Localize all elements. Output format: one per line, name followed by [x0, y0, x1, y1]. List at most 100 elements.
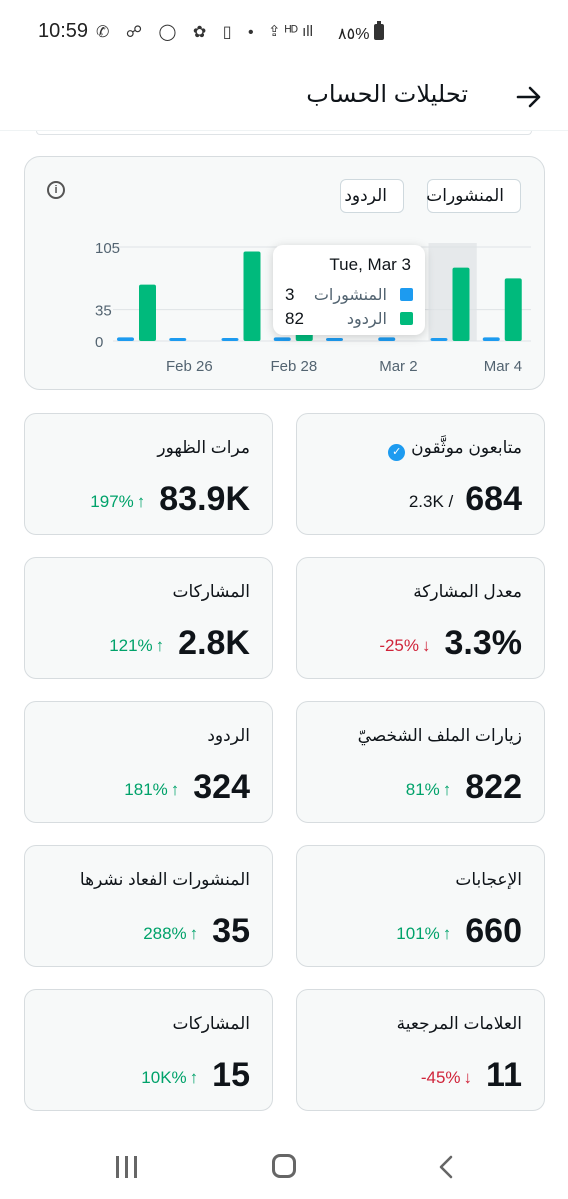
battery-icon	[374, 21, 384, 40]
tooltip-posts-value: 3	[285, 285, 295, 304]
arrow-down-icon: ↓	[422, 636, 431, 655]
stat-card[interactable]: متابعون موثَّقون✓ 684 2.3K /	[296, 413, 545, 535]
tooltip-row-posts: 3 المنشورات	[285, 283, 413, 305]
page-title: تحليلات الحساب	[306, 81, 468, 108]
status-bar: 10:59 ✆ ☍ ◯ ✿ ▯ • ⇪ ᴴᴰ ıll ٨٥%	[0, 0, 568, 66]
chart-tooltip: Tue, Mar 3 3 المنشورات 82 الردود	[273, 245, 425, 335]
bar-posts[interactable]	[430, 338, 448, 341]
stat-change: -45% ↓	[421, 1068, 472, 1088]
notification-icons: ✆ ☍ ◯ ✿ ▯ •	[96, 24, 260, 41]
bar-posts[interactable]	[378, 337, 396, 341]
arrow-up-icon: ↑	[189, 924, 199, 943]
stat-card[interactable]: الردود 324 181% ↑	[24, 701, 273, 823]
stat-change-value: 121%	[109, 636, 153, 655]
stat-change: 121% ↑	[109, 636, 164, 656]
stat-card[interactable]: مرات الظهور 83.9K 197% ↑	[24, 413, 273, 535]
bar-posts[interactable]	[326, 338, 343, 341]
back-icon[interactable]	[434, 1154, 460, 1180]
stat-change: -25% ↓	[379, 636, 430, 656]
info-icon[interactable]: i	[47, 181, 65, 199]
stat-change-value: -25%	[379, 636, 419, 655]
bar-posts[interactable]	[221, 338, 239, 341]
bar-posts[interactable]	[117, 337, 134, 341]
arrow-up-icon: ↑	[170, 780, 180, 799]
stat-change: 10K% ↑	[141, 1068, 198, 1088]
stat-card[interactable]: معدل المشاركة 3.3% -25% ↓	[296, 557, 545, 679]
arrow-down-icon: ↓	[463, 1068, 473, 1087]
tooltip-replies-swatch	[400, 312, 413, 325]
home-icon[interactable]	[272, 1154, 296, 1178]
stat-value: 660	[465, 912, 522, 950]
stat-change-value: 81%	[405, 780, 440, 799]
stat-card[interactable]: المشاركات 15 10K% ↑	[24, 989, 273, 1111]
stat-card[interactable]: الإعجابات 660 101% ↑	[296, 845, 545, 967]
y-tick-label: 0	[95, 334, 103, 351]
x-tick-label: Mar 4	[484, 358, 522, 375]
arrow-right-icon[interactable]	[514, 82, 544, 112]
stat-value: 2.8K	[178, 624, 250, 662]
stat-value: 822	[465, 768, 522, 806]
x-tick-label: Feb 28	[271, 358, 318, 375]
arrow-up-icon: ↑	[155, 636, 165, 655]
stat-value: 324	[193, 768, 250, 806]
x-tick-label: Feb 26	[166, 358, 213, 375]
legend-replies[interactable]: الردود	[340, 179, 404, 213]
arrow-up-icon: ↑	[442, 924, 452, 943]
bar-posts[interactable]	[482, 337, 500, 341]
y-tick-label: 105	[95, 240, 120, 257]
stat-title: مرات الظهور	[157, 438, 250, 457]
stat-change: 101% ↑	[396, 924, 451, 944]
stat-title: متابعون موثَّقون✓	[388, 438, 522, 461]
stat-title: المشاركات	[172, 582, 250, 601]
arrow-up-icon: ↑	[136, 492, 146, 511]
bar-posts[interactable]	[169, 338, 187, 341]
bar-replies[interactable]	[139, 284, 156, 341]
stat-title: المنشورات الفعاد نشرها	[79, 870, 250, 889]
stat-title: الردود	[207, 726, 250, 745]
stat-value: 3.3%	[444, 624, 523, 662]
stat-title: المشاركات	[172, 1014, 250, 1033]
bar-posts[interactable]	[273, 337, 291, 341]
bar-replies[interactable]	[452, 267, 470, 341]
stat-change-value: 288%	[143, 924, 187, 943]
stat-card[interactable]: العلامات المرجعية 11 -45% ↓	[296, 989, 545, 1111]
stat-change-value: -45%	[420, 1068, 461, 1087]
stat-title: الإعجابات	[455, 870, 522, 889]
stat-change: 181% ↑	[124, 780, 179, 800]
stat-title: معدل المشاركة	[413, 582, 522, 601]
bar-replies[interactable]	[504, 278, 522, 341]
tooltip-replies-value: 82	[285, 309, 304, 328]
verified-badge-icon: ✓	[388, 444, 406, 461]
x-tick-label: Mar 2	[379, 358, 417, 375]
tooltip-posts-label: المنشورات	[313, 287, 387, 304]
stat-value: 11	[486, 1056, 522, 1094]
navigation-bar	[0, 1136, 568, 1199]
stat-title: العلامات المرجعية	[396, 1014, 522, 1033]
legend-posts-label: المنشورات	[426, 186, 504, 205]
legend-posts[interactable]: المنشورات	[426, 179, 521, 213]
recent-apps-icon[interactable]	[116, 1156, 138, 1178]
stat-change-value: 101%	[396, 924, 440, 943]
stat-value: 35	[212, 912, 250, 950]
previous-card-edge	[36, 131, 532, 135]
stat-change-value: 181%	[124, 780, 168, 799]
stat-change: 288% ↑	[143, 924, 198, 944]
stat-card[interactable]: المشاركات 2.8K 121% ↑	[24, 557, 273, 679]
stat-change-value: 10K%	[141, 1068, 187, 1087]
y-tick-label: 35	[95, 303, 112, 320]
status-time: 10:59	[38, 20, 89, 42]
tooltip-posts-swatch	[400, 288, 413, 301]
arrow-up-icon: ↑	[189, 1068, 199, 1087]
tooltip-date: Tue, Mar 3	[329, 255, 411, 274]
tooltip-row-replies: 82 الردود	[285, 307, 413, 329]
bar-replies[interactable]	[243, 251, 261, 341]
stat-value: 83.9K	[159, 480, 250, 518]
stat-card[interactable]: زيارات الملف الشخصيّ 822 81% ↑	[296, 701, 545, 823]
battery-percent: ٨٥%	[338, 26, 370, 43]
arrow-up-icon: ↑	[442, 780, 452, 799]
stat-change: 81% ↑	[406, 780, 452, 800]
bar-chart[interactable]: 105 35 0 Feb 26 Feb 28 Mar 2 Mar 4	[25, 157, 546, 391]
legend-replies-label: الردود	[344, 186, 387, 205]
stat-card[interactable]: المنشورات الفعاد نشرها 35 288% ↑	[24, 845, 273, 967]
stat-value: 15	[212, 1056, 250, 1094]
